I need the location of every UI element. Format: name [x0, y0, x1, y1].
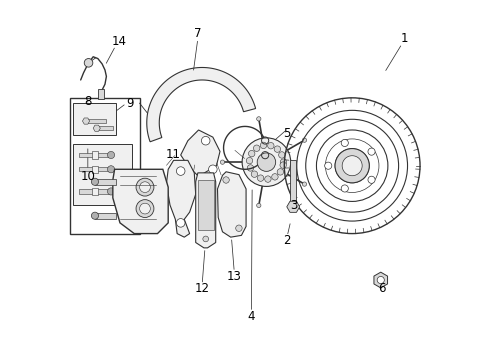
Text: 7: 7 — [194, 27, 201, 40]
Circle shape — [140, 203, 150, 214]
Bar — [73, 144, 132, 205]
Ellipse shape — [279, 152, 285, 158]
Ellipse shape — [246, 157, 253, 164]
Circle shape — [257, 117, 261, 121]
Ellipse shape — [247, 165, 254, 171]
Bar — [92, 152, 98, 158]
Ellipse shape — [274, 146, 281, 152]
Bar — [95, 213, 117, 219]
Ellipse shape — [248, 150, 255, 157]
Circle shape — [140, 182, 150, 193]
Circle shape — [136, 178, 154, 196]
Text: 5: 5 — [283, 127, 291, 140]
Text: 8: 8 — [84, 95, 92, 108]
Circle shape — [203, 236, 209, 242]
Circle shape — [176, 219, 185, 227]
Text: 3: 3 — [291, 198, 298, 212]
Bar — [79, 167, 111, 171]
Polygon shape — [196, 173, 216, 248]
Circle shape — [302, 138, 307, 142]
Circle shape — [242, 138, 291, 186]
Ellipse shape — [277, 169, 284, 175]
Circle shape — [201, 136, 210, 145]
Circle shape — [92, 178, 98, 185]
Bar — [95, 179, 117, 185]
Polygon shape — [147, 67, 256, 142]
Text: 4: 4 — [247, 310, 255, 323]
Circle shape — [107, 152, 115, 158]
Circle shape — [223, 177, 229, 183]
Polygon shape — [181, 130, 220, 176]
Polygon shape — [198, 180, 214, 230]
Polygon shape — [374, 272, 388, 288]
Ellipse shape — [280, 159, 287, 165]
Text: 2: 2 — [283, 234, 291, 247]
Circle shape — [84, 59, 93, 67]
Circle shape — [257, 203, 261, 208]
Bar — [98, 89, 104, 99]
Ellipse shape — [280, 162, 286, 168]
Polygon shape — [93, 125, 100, 131]
Polygon shape — [82, 118, 90, 124]
Circle shape — [325, 162, 332, 169]
Circle shape — [176, 167, 185, 175]
Ellipse shape — [272, 174, 278, 180]
Polygon shape — [287, 201, 300, 212]
Text: 10: 10 — [80, 170, 95, 183]
Circle shape — [236, 225, 242, 231]
Circle shape — [302, 182, 307, 186]
Text: 9: 9 — [126, 97, 134, 110]
Circle shape — [209, 165, 217, 174]
Circle shape — [107, 188, 115, 195]
Text: 11: 11 — [166, 148, 181, 162]
Bar — [70, 98, 140, 234]
Polygon shape — [167, 160, 196, 237]
Ellipse shape — [251, 171, 258, 177]
Polygon shape — [113, 169, 168, 234]
Text: 6: 6 — [378, 283, 385, 296]
Bar — [291, 160, 296, 207]
Bar — [73, 103, 116, 135]
Circle shape — [368, 148, 375, 155]
Circle shape — [220, 160, 224, 164]
Ellipse shape — [253, 145, 260, 152]
Bar — [92, 166, 98, 173]
Circle shape — [341, 139, 348, 147]
Ellipse shape — [268, 143, 274, 149]
Polygon shape — [218, 172, 246, 237]
Bar — [79, 189, 111, 194]
Ellipse shape — [260, 142, 267, 149]
Circle shape — [107, 166, 115, 173]
Circle shape — [342, 156, 362, 176]
Bar — [86, 119, 106, 123]
Bar — [97, 126, 113, 130]
Circle shape — [257, 153, 276, 171]
Text: 14: 14 — [112, 35, 127, 48]
Text: 12: 12 — [195, 283, 210, 296]
Circle shape — [368, 176, 375, 183]
Ellipse shape — [257, 175, 264, 181]
Circle shape — [136, 200, 154, 217]
Bar — [79, 153, 111, 157]
Circle shape — [341, 185, 348, 192]
Text: 13: 13 — [227, 270, 242, 283]
Circle shape — [377, 276, 384, 284]
Circle shape — [92, 212, 98, 219]
Circle shape — [335, 149, 369, 183]
Ellipse shape — [265, 176, 271, 182]
Bar — [92, 188, 98, 195]
Text: 1: 1 — [400, 32, 408, 45]
